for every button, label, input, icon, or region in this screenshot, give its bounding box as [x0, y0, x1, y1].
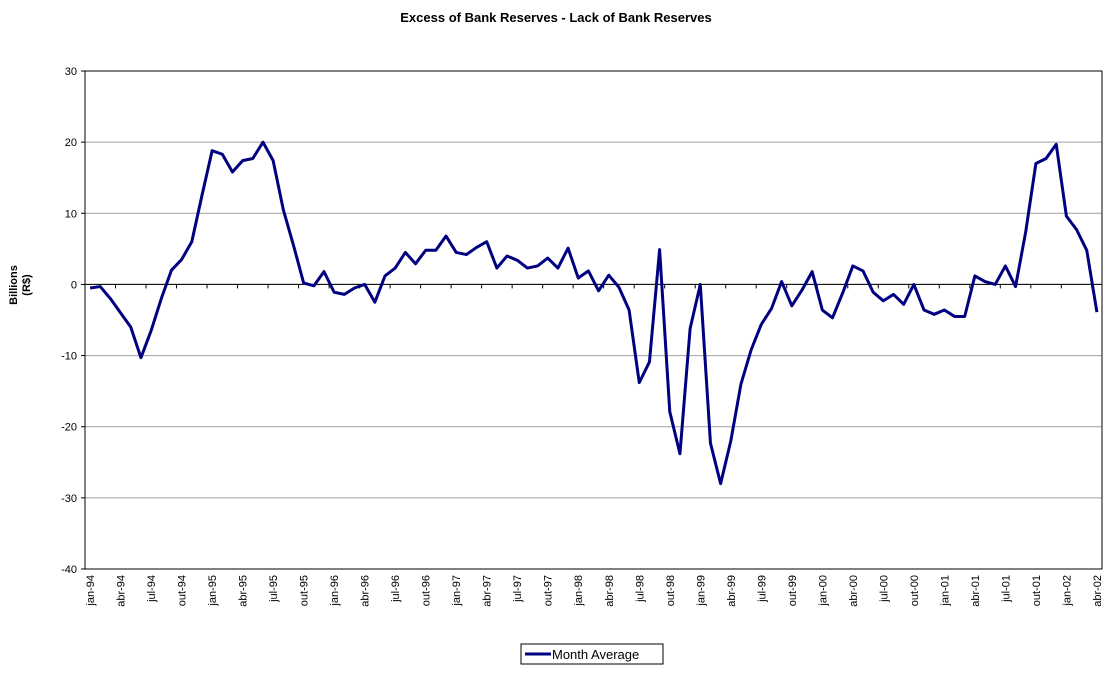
plot-border: [84, 70, 1103, 570]
x-tick-label: abr-95: [238, 575, 250, 607]
x-tick-label: out-99: [787, 575, 799, 606]
x-tick-label: out-96: [421, 575, 433, 606]
x-tick-label: jul-98: [634, 575, 646, 603]
y-tick-label: 10: [65, 208, 77, 220]
x-tick-label: out-00: [909, 575, 921, 606]
x-tick-label: jul-96: [390, 575, 402, 603]
x-tick-label: out-98: [665, 575, 677, 606]
x-tick-label: abr-97: [482, 575, 494, 607]
x-tick-label: abr-00: [848, 575, 860, 607]
y-axis-label: Billions: [8, 265, 20, 305]
x-tick-label: abr-98: [604, 575, 616, 607]
y-axis-label: (R$): [21, 274, 33, 296]
legend-box: [520, 643, 664, 665]
line-series: [89, 140, 1099, 486]
x-tick-label: jan-95: [207, 575, 219, 607]
x-tick-label: jan-02: [1061, 575, 1073, 607]
x-tick-label: jul-97: [512, 575, 524, 603]
x-tick-label: jan-99: [695, 575, 707, 607]
x-tick-label: out-01: [1031, 575, 1043, 606]
y-tick-label: 0: [71, 279, 77, 291]
x-tick-label: jul-94: [146, 575, 158, 603]
y-tick-label: -10: [61, 351, 77, 363]
x-tick-label: jan-97: [451, 575, 463, 607]
x-tick-label: jan-01: [939, 575, 951, 607]
x-tick-label: jan-96: [329, 575, 341, 607]
x-tick-label: jan-98: [573, 575, 585, 607]
x-tick-label: out-95: [299, 575, 311, 606]
x-tick-label: jan-00: [817, 575, 829, 607]
x-tick-label: out-94: [177, 575, 189, 606]
x-tick-label: jan-94: [85, 575, 97, 607]
y-tick-label: -30: [61, 493, 77, 505]
x-tick-label: jul-99: [756, 575, 768, 603]
x-tick-label: out-97: [543, 575, 555, 606]
x-tick-label: abr-96: [360, 575, 372, 607]
y-tick-label: 20: [65, 137, 77, 149]
y-tick-label: -20: [61, 422, 77, 434]
x-tick-label: jul-95: [268, 575, 280, 603]
x-tick-label: abr-01: [970, 575, 982, 607]
x-tick-label: jul-00: [878, 575, 890, 603]
x-tick-label: abr-99: [726, 575, 738, 607]
y-tick-label: 30: [65, 66, 77, 78]
x-tick-label: abr-94: [116, 575, 128, 607]
x-tick-label: jul-01: [1000, 575, 1012, 603]
chart-title: Excess of Bank Reserves - Lack of Bank R…: [400, 10, 711, 25]
legend-label: Month Average: [552, 647, 639, 662]
y-tick-label: -40: [61, 564, 77, 576]
x-tick-label: abr-02: [1092, 575, 1104, 607]
